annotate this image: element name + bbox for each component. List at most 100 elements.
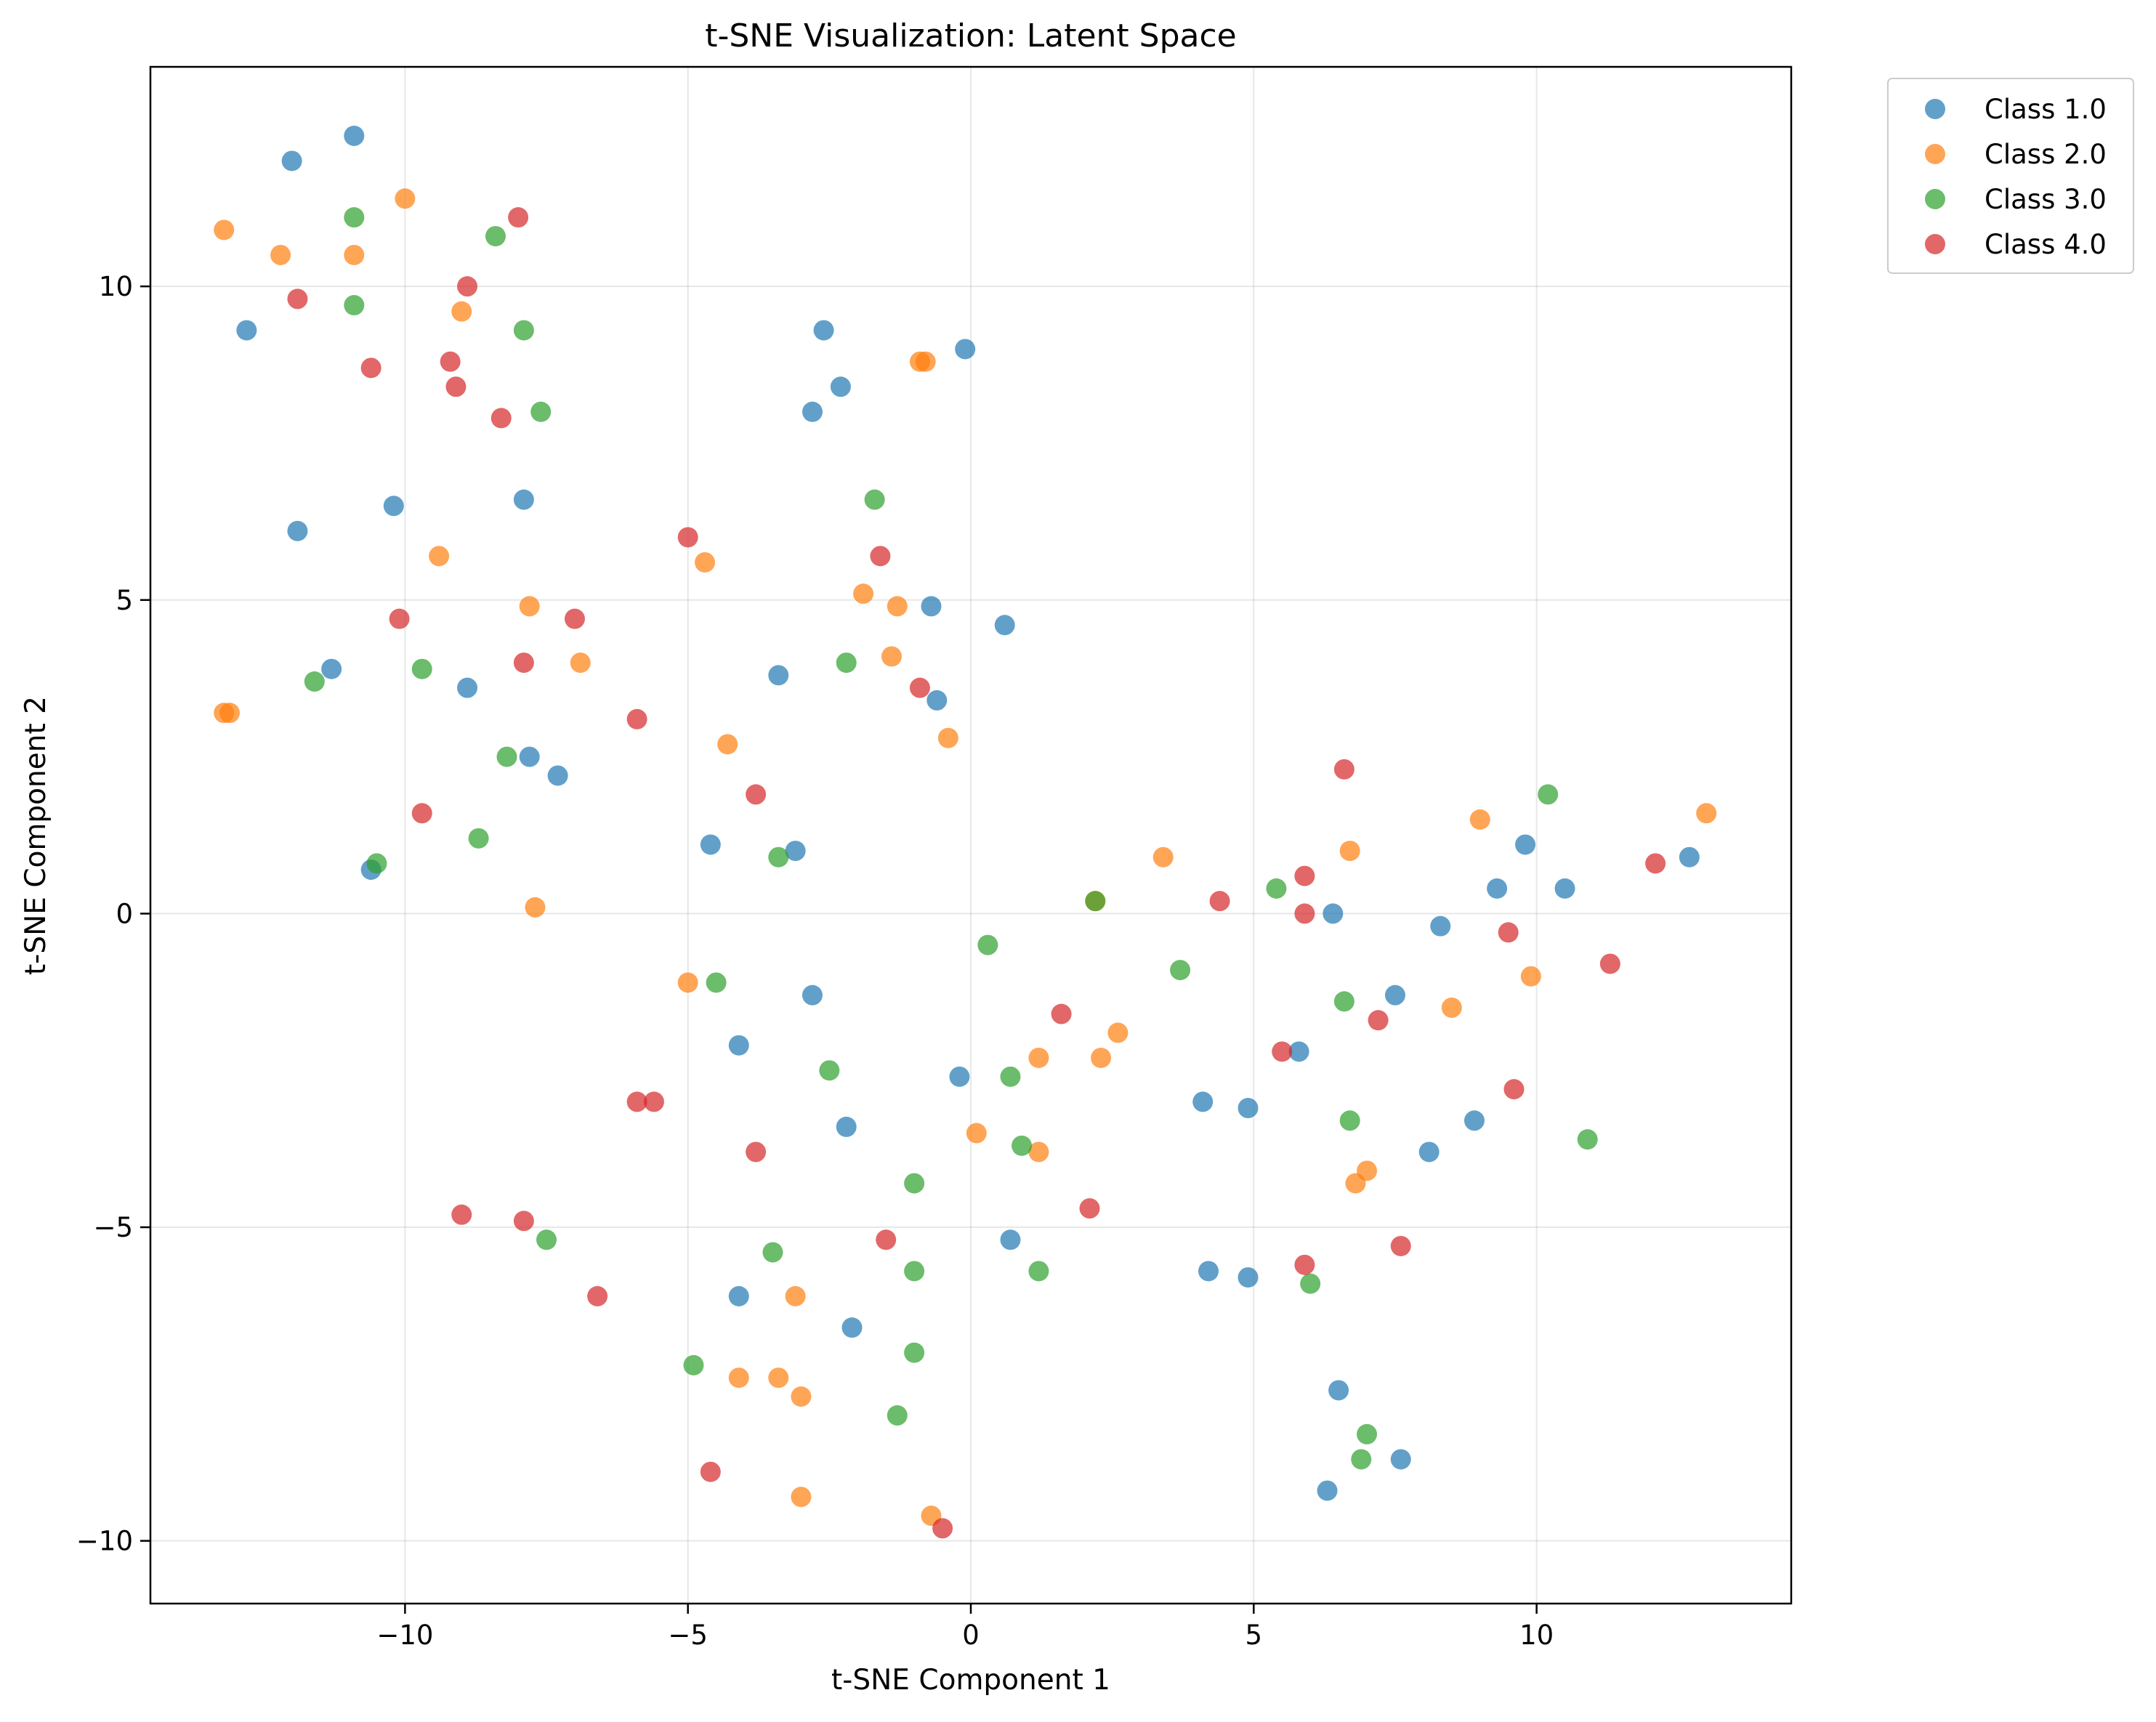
data-point: [728, 1035, 749, 1056]
data-point: [695, 551, 716, 573]
data-point: [1538, 784, 1559, 805]
data-point: [304, 671, 325, 692]
data-point: [1368, 1010, 1389, 1031]
data-point: [519, 746, 540, 767]
data-point: [1520, 966, 1541, 987]
y-tick-label: 10: [99, 271, 133, 302]
data-point: [344, 207, 365, 228]
data-point: [1323, 903, 1344, 924]
legend-label: Class 3.0: [1985, 184, 2107, 215]
data-point: [1107, 1022, 1129, 1043]
data-point: [1345, 1173, 1366, 1194]
data-point: [915, 351, 936, 372]
data-point: [570, 652, 591, 674]
data-point: [1503, 1079, 1525, 1100]
data-point: [1351, 1449, 1372, 1470]
data-point: [1498, 922, 1519, 943]
data-point: [344, 125, 365, 146]
data-point: [513, 489, 534, 510]
data-point: [876, 1229, 897, 1250]
data-point: [949, 1066, 970, 1087]
data-point: [728, 1286, 749, 1306]
data-point: [457, 276, 478, 297]
x-axis-label: t-SNE Component 1: [831, 1664, 1110, 1697]
data-point: [1577, 1129, 1598, 1150]
data-point: [530, 401, 552, 422]
data-point: [344, 295, 365, 316]
y-tick-label: 0: [116, 898, 133, 929]
data-point: [1339, 841, 1360, 862]
data-point: [445, 376, 467, 397]
data-point: [496, 746, 517, 767]
data-point: [1300, 1273, 1321, 1294]
data-point: [1679, 846, 1700, 868]
data-point: [1209, 891, 1230, 912]
legend-label: Class 4.0: [1985, 229, 2107, 260]
data-point: [904, 1342, 925, 1363]
data-point: [791, 1487, 812, 1508]
data-point: [802, 985, 823, 1006]
data-point: [700, 1461, 721, 1482]
legend-label: Class 1.0: [1985, 94, 2107, 125]
axis-ticks: −10 −5 0 5 10 −10 −5 0 5 10: [76, 271, 1554, 1651]
data-point: [536, 1229, 557, 1250]
data-point: [768, 846, 789, 868]
data-point: [802, 401, 823, 422]
data-point: [909, 677, 930, 698]
series-class-3: [304, 207, 1598, 1470]
data-point: [1696, 803, 1717, 824]
data-point: [360, 357, 381, 379]
data-point: [819, 1060, 840, 1081]
data-point: [1294, 903, 1315, 924]
data-point: [525, 897, 546, 918]
data-point: [1091, 1047, 1112, 1068]
data-point: [626, 1091, 647, 1112]
data-point: [677, 527, 698, 548]
data-points: [214, 125, 1717, 1539]
data-point: [236, 320, 257, 341]
data-point: [281, 150, 302, 171]
data-point: [287, 520, 308, 541]
data-point: [519, 596, 540, 617]
data-point: [1294, 1254, 1315, 1275]
series-class-1: [236, 125, 1700, 1501]
data-point: [813, 320, 834, 341]
data-point: [1430, 915, 1451, 937]
data-point: [451, 1204, 472, 1225]
data-point: [853, 583, 874, 605]
data-point: [994, 615, 1015, 636]
data-point: [643, 1091, 664, 1112]
data-point: [1272, 1041, 1293, 1062]
data-point: [1198, 1261, 1219, 1282]
data-point: [955, 339, 976, 360]
data-point: [1384, 985, 1405, 1006]
data-point: [411, 803, 432, 824]
data-point: [1051, 1003, 1072, 1024]
data-point: [841, 1317, 863, 1338]
data-point: [1390, 1449, 1411, 1470]
x-tick-label: 0: [962, 1620, 980, 1651]
data-point: [836, 652, 857, 674]
data-point: [1599, 953, 1620, 974]
data-point: [547, 765, 568, 786]
data-point: [717, 734, 738, 755]
y-tick-label: 5: [116, 585, 133, 616]
y-axis-label: t-SNE Component 2: [20, 696, 52, 975]
data-point: [1000, 1229, 1021, 1250]
data-point: [921, 596, 942, 617]
data-point: [1487, 878, 1508, 899]
data-point: [366, 853, 387, 874]
data-point: [785, 1286, 806, 1306]
data-point: [1028, 1047, 1049, 1068]
data-point: [1418, 1141, 1440, 1163]
data-point: [1515, 834, 1536, 855]
data-point: [468, 828, 489, 849]
data-point: [214, 219, 235, 240]
data-point: [214, 703, 235, 724]
data-point: [864, 489, 885, 510]
data-point: [1028, 1141, 1049, 1163]
data-point: [1152, 846, 1174, 868]
data-point: [490, 408, 512, 429]
